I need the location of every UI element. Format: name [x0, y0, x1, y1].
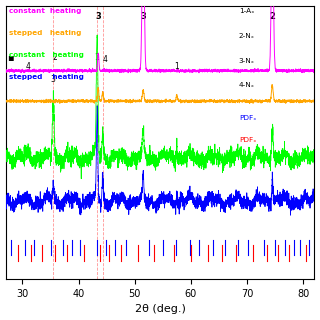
Text: 3: 3 [95, 12, 101, 20]
Text: 1-Aₓ: 1-Aₓ [239, 8, 254, 14]
Text: PDFₓ: PDFₓ [239, 115, 256, 121]
Text: 4: 4 [102, 55, 108, 64]
Text: 2-Nₓ: 2-Nₓ [239, 33, 255, 39]
Text: constant  heating: constant heating [9, 8, 81, 14]
X-axis label: 2θ (deg.): 2θ (deg.) [135, 304, 185, 315]
Text: PDFₓ: PDFₓ [239, 137, 256, 143]
Text: 2: 2 [52, 53, 57, 62]
Text: 4-Nₓ: 4-Nₓ [239, 82, 255, 88]
Text: ▪: ▪ [7, 52, 13, 62]
Text: 4: 4 [26, 61, 30, 70]
Text: 1: 1 [174, 61, 179, 70]
Text: 3: 3 [140, 12, 146, 20]
Text: 2: 2 [269, 12, 275, 20]
Text: 3: 3 [51, 75, 56, 84]
Text: 1: 1 [94, 53, 99, 62]
Text: 3-Nₓ: 3-Nₓ [239, 58, 255, 64]
Text: stepped   heating: stepped heating [9, 30, 81, 36]
Text: stepped    heating: stepped heating [9, 74, 84, 80]
Text: constant   heating: constant heating [9, 52, 84, 58]
